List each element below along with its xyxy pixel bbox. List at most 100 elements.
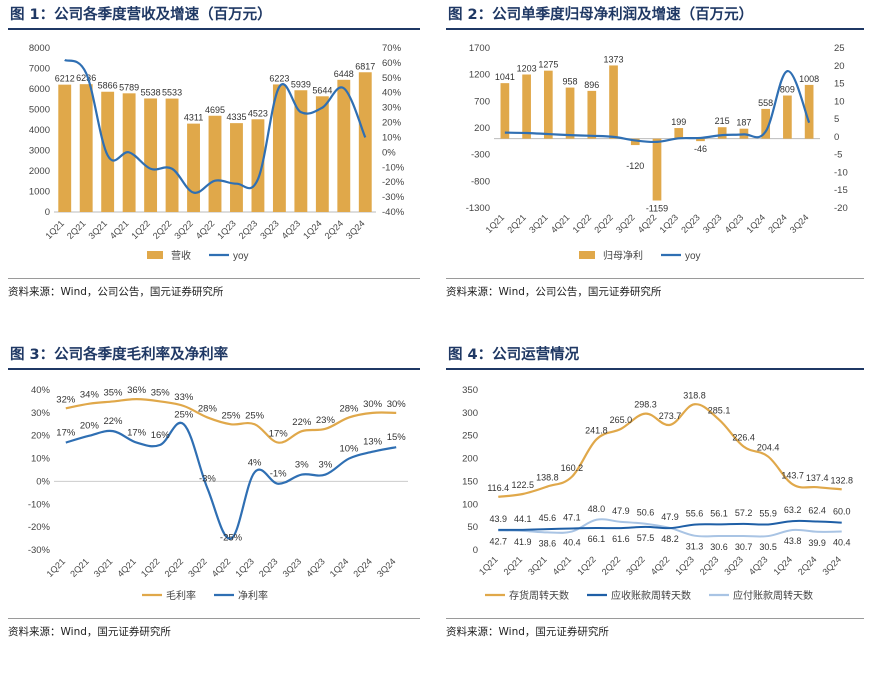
- data-label: 285.1: [708, 406, 731, 416]
- data-label: 40.4: [563, 538, 581, 548]
- x-tick-label: 4Q22: [636, 212, 659, 235]
- y-tick-label: 150: [462, 476, 478, 487]
- data-label: 116.4: [487, 483, 509, 493]
- data-label: 187: [736, 118, 751, 128]
- data-label: 13%: [363, 437, 383, 448]
- y2-tick-label: 10: [834, 96, 845, 107]
- data-label: 32%: [56, 394, 76, 405]
- data-label: 25%: [174, 409, 194, 420]
- x-tick-label: 1Q22: [139, 556, 162, 579]
- yoy-line: [504, 70, 811, 144]
- x-tick-label: 3Q22: [186, 556, 209, 579]
- legend-label: 营收: [171, 249, 191, 262]
- y-tick-label: 30%: [31, 408, 51, 419]
- data-label: 55.9: [759, 508, 777, 518]
- y2-tick-label: -15: [834, 185, 848, 196]
- y2-tick-label: 30%: [382, 103, 402, 114]
- figure-title: 图 2：公司单季度归母净利润及增速（百万元）: [446, 4, 864, 30]
- data-label: 44.1: [514, 514, 532, 524]
- x-tick-label: 1Q24: [744, 212, 767, 235]
- x-tick-label: 4Q23: [747, 554, 770, 577]
- bar: [652, 138, 662, 201]
- data-label: 6448: [334, 69, 354, 79]
- data-label: 55.6: [686, 509, 704, 519]
- data-label: 66.1: [588, 534, 606, 544]
- x-tick-label: 2Q23: [237, 218, 260, 241]
- bar: [609, 65, 618, 139]
- legend-label: 存货周转天数: [509, 589, 569, 602]
- data-label: 30%: [363, 399, 383, 410]
- data-label: 56.1: [710, 508, 728, 518]
- y-tick-label: -30%: [28, 545, 51, 556]
- y2-tick-label: 20%: [382, 118, 402, 129]
- data-label: 215: [715, 116, 730, 126]
- data-label: 5789: [119, 82, 139, 92]
- y-tick-label: 1200: [469, 70, 490, 81]
- data-label: 43.8: [784, 536, 802, 546]
- chart-panel-4: 图 4：公司运营情况 0 50 100 150 200 250 300 350 116.4 122…: [446, 344, 864, 644]
- y-tick-label: 2000: [29, 166, 50, 177]
- data-label: 30.5: [759, 542, 777, 552]
- data-label: 30%: [387, 399, 407, 410]
- x-tick-label: 3Q24: [344, 218, 367, 241]
- data-label: 1275: [538, 60, 558, 70]
- x-tick-label: 2Q23: [257, 556, 280, 579]
- data-label: 28%: [339, 403, 359, 414]
- y-tick-label: 10%: [31, 454, 51, 465]
- y-tick-label: 0%: [36, 476, 50, 487]
- y2-tick-label: 5: [834, 114, 839, 125]
- chart-panel-3: 图 3：公司各季度毛利率及净利率 -30% -20% -10% 0% 10% 20% 30%…: [8, 344, 420, 644]
- y-tick-label: 200: [462, 454, 478, 465]
- y2-tick-label: -20%: [382, 177, 405, 188]
- bar: [58, 84, 72, 212]
- data-label: 1203: [517, 64, 537, 74]
- x-tick-label: 1Q24: [301, 218, 324, 241]
- x-tick-label: 1Q24: [328, 556, 351, 579]
- data-label: 16%: [151, 430, 171, 441]
- x-tick-label: 1Q23: [233, 556, 256, 579]
- data-label: 36%: [127, 385, 147, 396]
- data-label: -25%: [220, 533, 243, 544]
- figure-title: 图 1：公司各季度营收及增速（百万元）: [8, 4, 420, 30]
- data-label: 143.7: [781, 470, 804, 480]
- x-tick-label: 1Q24: [771, 554, 794, 577]
- data-label: 22%: [292, 417, 312, 428]
- y-tick-label: -10%: [28, 499, 51, 510]
- y-tick-label: 6000: [29, 84, 50, 95]
- bar: [187, 123, 200, 212]
- legend-label: yoy: [233, 251, 249, 262]
- data-label: 6223: [269, 73, 289, 83]
- x-tick-label: 1Q21: [484, 212, 507, 235]
- data-label: 42.7: [490, 536, 508, 546]
- legend-label: 净利率: [238, 589, 268, 602]
- bar: [315, 96, 329, 212]
- y-tick-label: 200: [474, 123, 490, 134]
- data-label: 958: [563, 77, 578, 87]
- bar: [717, 127, 727, 139]
- bar: [696, 138, 705, 142]
- x-tick-label: 3Q23: [701, 212, 724, 235]
- x-tick-label: 4Q22: [649, 554, 672, 577]
- data-label: 4%: [248, 457, 262, 468]
- data-label: 4695: [205, 105, 225, 115]
- data-label: 35%: [151, 387, 171, 398]
- data-label: -120: [626, 161, 644, 171]
- margin-chart: -30%-20%-10%0%10%20%30%40%32% 34% 35% 36% 35…: [28, 385, 408, 602]
- data-label: 48.0: [588, 504, 606, 514]
- x-tick-label: 4Q22: [210, 556, 233, 579]
- bar: [630, 138, 640, 146]
- data-label: 25%: [245, 410, 265, 421]
- yoy-line: [64, 58, 367, 194]
- data-label: 45.6: [539, 513, 557, 523]
- data-label: 33%: [174, 392, 194, 403]
- x-tick-label: 2Q23: [679, 212, 702, 235]
- data-label: 17%: [56, 428, 76, 439]
- x-tick-label: 1Q23: [215, 218, 238, 241]
- data-label: 204.4: [757, 443, 780, 453]
- x-tick-label: 3Q23: [281, 556, 304, 579]
- y-tick-label: 40%: [31, 385, 51, 396]
- figure-title: 图 3：公司各季度毛利率及净利率: [8, 344, 420, 370]
- y-tick-label: 1700: [469, 43, 490, 54]
- y2-tick-label: -40%: [382, 207, 405, 218]
- bar: [294, 90, 308, 212]
